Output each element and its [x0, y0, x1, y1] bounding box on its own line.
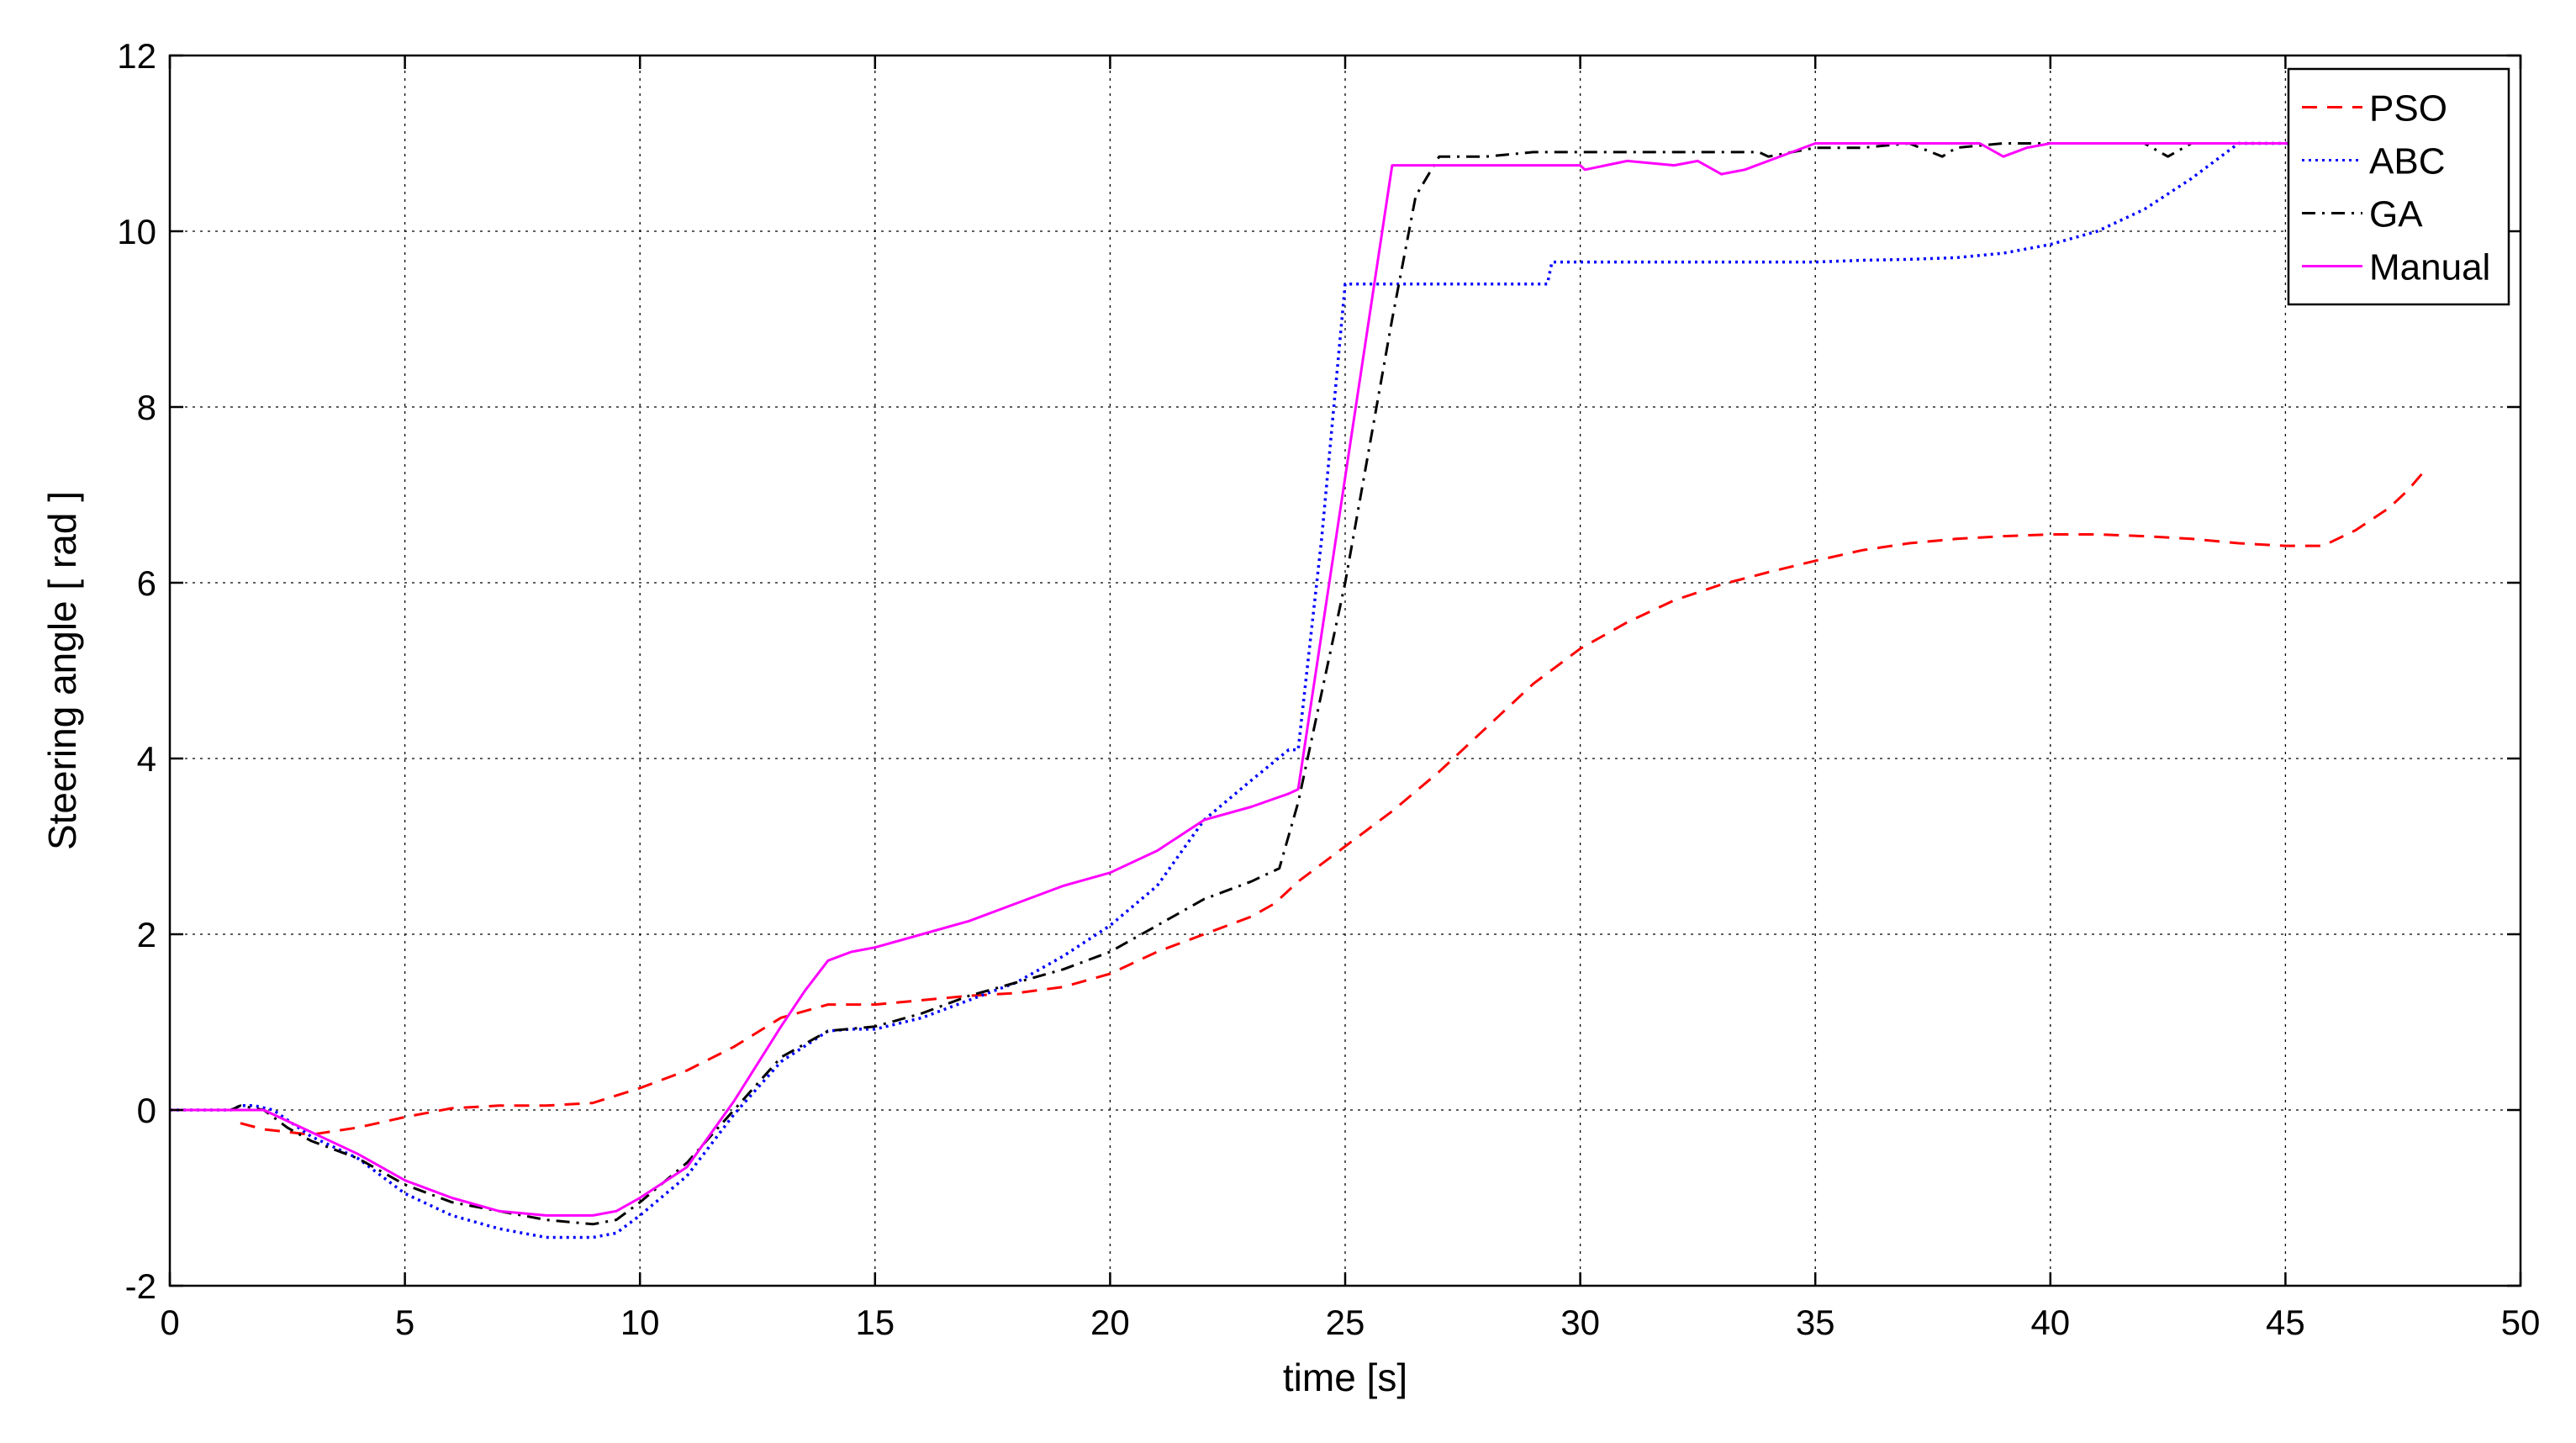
y-tick-label: 8	[137, 388, 156, 427]
legend-label: PSO	[2369, 88, 2447, 130]
series-line-manual	[170, 142, 2427, 1217]
x-tick-label: 40	[2030, 1303, 2070, 1342]
y-tick-label: -2	[125, 1266, 156, 1306]
x-tick-label: 30	[1560, 1303, 1600, 1342]
y-tick-label: 6	[137, 563, 156, 603]
x-tick-label: 25	[1326, 1303, 1365, 1342]
x-tick-label: 20	[1090, 1303, 1130, 1342]
series-line-abc	[170, 141, 2427, 1240]
x-tick-label: 5	[395, 1303, 414, 1342]
legend-label: GA	[2369, 194, 2423, 235]
y-axis-label: Steering angle [ rad ]	[40, 491, 84, 850]
series-layer	[170, 141, 2428, 1240]
x-tick-label: 50	[2501, 1303, 2541, 1342]
x-axis-label: time [s]	[1283, 1356, 1407, 1399]
y-tick-label: 2	[137, 915, 156, 954]
y-tick-label: 4	[137, 739, 156, 779]
x-tick-label: 45	[2266, 1303, 2305, 1342]
x-tick-label: 35	[1796, 1303, 1835, 1342]
x-tick-label: 0	[160, 1303, 179, 1342]
legend-label: ABC	[2369, 141, 2445, 182]
y-tick-label: 0	[137, 1091, 156, 1130]
x-tick-label: 10	[620, 1303, 660, 1342]
gridlines	[170, 56, 2521, 1286]
legend-label: Manual	[2369, 247, 2490, 288]
series-line-pso	[240, 468, 2428, 1136]
legend: PSO ABC GA Manual	[2287, 67, 2510, 306]
y-tick-label: 10	[117, 212, 156, 251]
y-tick-label: 12	[117, 36, 156, 76]
x-tick-label: 15	[855, 1303, 895, 1342]
